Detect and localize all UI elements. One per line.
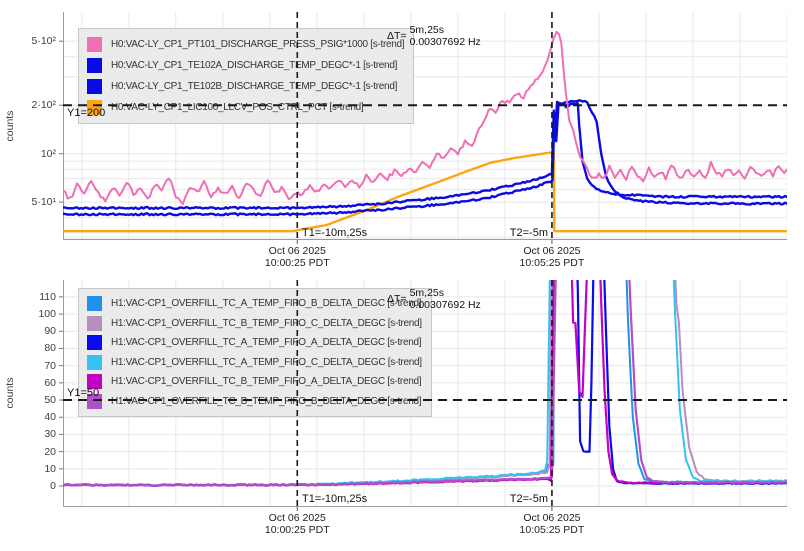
delta-t-duration: 5m,25s [409,24,444,36]
legend-color-swatch-icon [87,100,102,115]
legend-channel-name: H1:VAC-CP1_OVERFILL_TC_A_TEMP_FIFO_C_DEL… [111,356,422,368]
y-tick-label: 10² [40,147,56,160]
x-axis-time-label: Oct 06 2025 10:05:25 PDT [497,245,607,269]
legend-color-swatch-icon [87,354,102,370]
y-tick-label: 10 [44,462,56,475]
legend-channel-name: H0:VAC-LY_CP1_PT101_DISCHARGE_PRESS_PSIG… [111,39,405,50]
bottom-plot-legend: H1:VAC-CP1_OVERFILL_TC_A_TEMP_FIFO_B_DEL… [78,288,432,417]
top-y-marker-label: Y1=200 [67,107,106,119]
x-axis-time-label: Oct 06 2025 10:00:25 PDT [242,245,352,269]
y-tick-label: 2·10² [31,99,56,112]
legend-channel-name: H0:VAC-LY_CP1_LIC100_LLCV_POS_CTRL_PCT [… [111,102,364,113]
legend-color-swatch-icon [87,374,102,390]
top-y-axis-title: counts [4,110,16,142]
delta-t-prefix: ΔT= [387,293,407,305]
bottom-t1-cursor-label: T1=-10m,25s [302,493,368,505]
y-tick-label: 110 [39,290,56,303]
legend-color-swatch-icon [87,58,102,73]
legend-item[interactable]: H0:VAC-LY_CP1_TE102A_DISCHARGE_TEMP_DEGC… [87,55,404,76]
legend-color-swatch-icon [87,335,102,351]
series-PT101_DISCHARGE_PRESS [63,30,787,205]
series-TE102A_DISCHARGE_TEMP [63,100,787,211]
x-axis-time-label-line: Oct 06 2025 [268,245,326,257]
x-axis-time-label-line: 10:00:25 PDT [264,524,330,536]
y-tick-label: 30 [44,428,56,441]
legend-item[interactable]: H1:VAC-CP1_OVERFILL_TC_B_TEMP_FIFO_B_DEL… [87,392,422,412]
x-axis-time-label-line: Oct 06 2025 [523,245,581,257]
y-tick-label: 70 [44,359,56,372]
x-axis-time-label-line: 10:05:25 PDT [519,524,585,536]
top-delta-t-annotation: ΔT= 5m,25s 0.00307692 Hz [387,24,481,48]
top-t1-cursor-label: T1=-10m,25s [302,227,368,239]
legend-item[interactable]: H1:VAC-CP1_OVERFILL_TC_A_TEMP_FIFO_B_DEL… [87,294,422,314]
legend-color-swatch-icon [87,37,102,52]
y-tick-label: 20 [44,445,56,458]
legend-color-swatch-icon [87,393,102,409]
legend-channel-name: H1:VAC-CP1_OVERFILL_TC_B_TEMP_FIFO_C_DEL… [111,317,422,329]
y-tick-label: 80 [44,342,56,355]
bottom-t2-cursor-label: T2=-5m [509,493,548,505]
y-tick-label: 5·10¹ [31,196,56,209]
legend-item[interactable]: H0:VAC-LY_CP1_LIC100_LLCV_POS_CTRL_PCT [… [87,97,404,118]
legend-channel-name: H1:VAC-CP1_OVERFILL_TC_B_TEMP_FIFO_B_DEL… [111,395,422,407]
x-axis-time-label-line: Oct 06 2025 [523,512,581,524]
delta-t-frequency: 0.00307692 Hz [409,36,481,48]
legend-item[interactable]: H0:VAC-LY_CP1_PT101_DISCHARGE_PRESS_PSIG… [87,34,405,55]
y-tick-label: 50 [44,394,56,407]
legend-channel-name: H1:VAC-CP1_OVERFILL_TC_A_TEMP_FIFO_A_DEL… [111,337,422,349]
y-tick-label: 60 [44,376,56,389]
bottom-y-axis-title: counts [4,377,16,409]
legend-item[interactable]: H1:VAC-CP1_OVERFILL_TC_A_TEMP_FIFO_C_DEL… [87,353,422,373]
x-axis-time-label-line: Oct 06 2025 [268,512,326,524]
bottom-plot-canvas[interactable] [63,280,787,507]
top-t2-cursor-label: T2=-5m [509,227,548,239]
y-tick-label: 0 [50,480,56,493]
delta-t-prefix: ΔT= [387,30,407,42]
y-tick-label: 100 [38,308,56,321]
legend-channel-name: H0:VAC-LY_CP1_TE102A_DISCHARGE_TEMP_DEGC… [111,60,398,71]
legend-color-swatch-icon [87,315,102,331]
y-tick-label: 40 [44,411,56,424]
legend-item[interactable]: H1:VAC-CP1_OVERFILL_TC_B_TEMP_FIFO_C_DEL… [87,314,422,334]
delta-t-duration: 5m,25s [409,287,444,299]
x-axis-time-label: Oct 06 2025 10:00:25 PDT [242,512,352,536]
top-plot-legend: H0:VAC-LY_CP1_PT101_DISCHARGE_PRESS_PSIG… [78,28,415,124]
series-TC_B_FIFO_B_DELTA [63,280,787,487]
legend-color-swatch-icon [87,79,102,94]
legend-item[interactable]: H1:VAC-CP1_OVERFILL_TC_A_TEMP_FIFO_A_DEL… [87,333,422,353]
x-axis-time-label-line: 10:05:25 PDT [519,257,585,269]
legend-channel-name: H1:VAC-CP1_OVERFILL_TC_A_TEMP_FIFO_B_DEL… [111,298,422,310]
legend-item[interactable]: H1:VAC-CP1_OVERFILL_TC_B_TEMP_FIFO_A_DEL… [87,372,422,392]
legend-channel-name: H0:VAC-LY_CP1_TE102B_DISCHARGE_TEMP_DEGC… [111,81,398,92]
series-LIC100_LLCV_POS_CTRL_PCT [63,151,787,233]
series-TE102B_DISCHARGE_TEMP [63,99,787,217]
bottom-delta-t-annotation: ΔT= 5m,25s 0.00307692 Hz [387,287,481,311]
delta-t-frequency: 0.00307692 Hz [409,299,481,311]
bottom-y-marker-label: Y1=50 [67,387,100,399]
legend-color-swatch-icon [87,296,102,312]
x-axis-time-label-line: 10:00:25 PDT [264,257,330,269]
legend-item[interactable]: H0:VAC-LY_CP1_TE102B_DISCHARGE_TEMP_DEGC… [87,76,404,97]
legend-channel-name: H1:VAC-CP1_OVERFILL_TC_B_TEMP_FIFO_A_DEL… [111,376,422,388]
y-tick-label: 90 [44,325,56,338]
y-tick-label: 5·10² [31,35,56,48]
x-axis-time-label: Oct 06 2025 10:05:25 PDT [497,512,607,536]
